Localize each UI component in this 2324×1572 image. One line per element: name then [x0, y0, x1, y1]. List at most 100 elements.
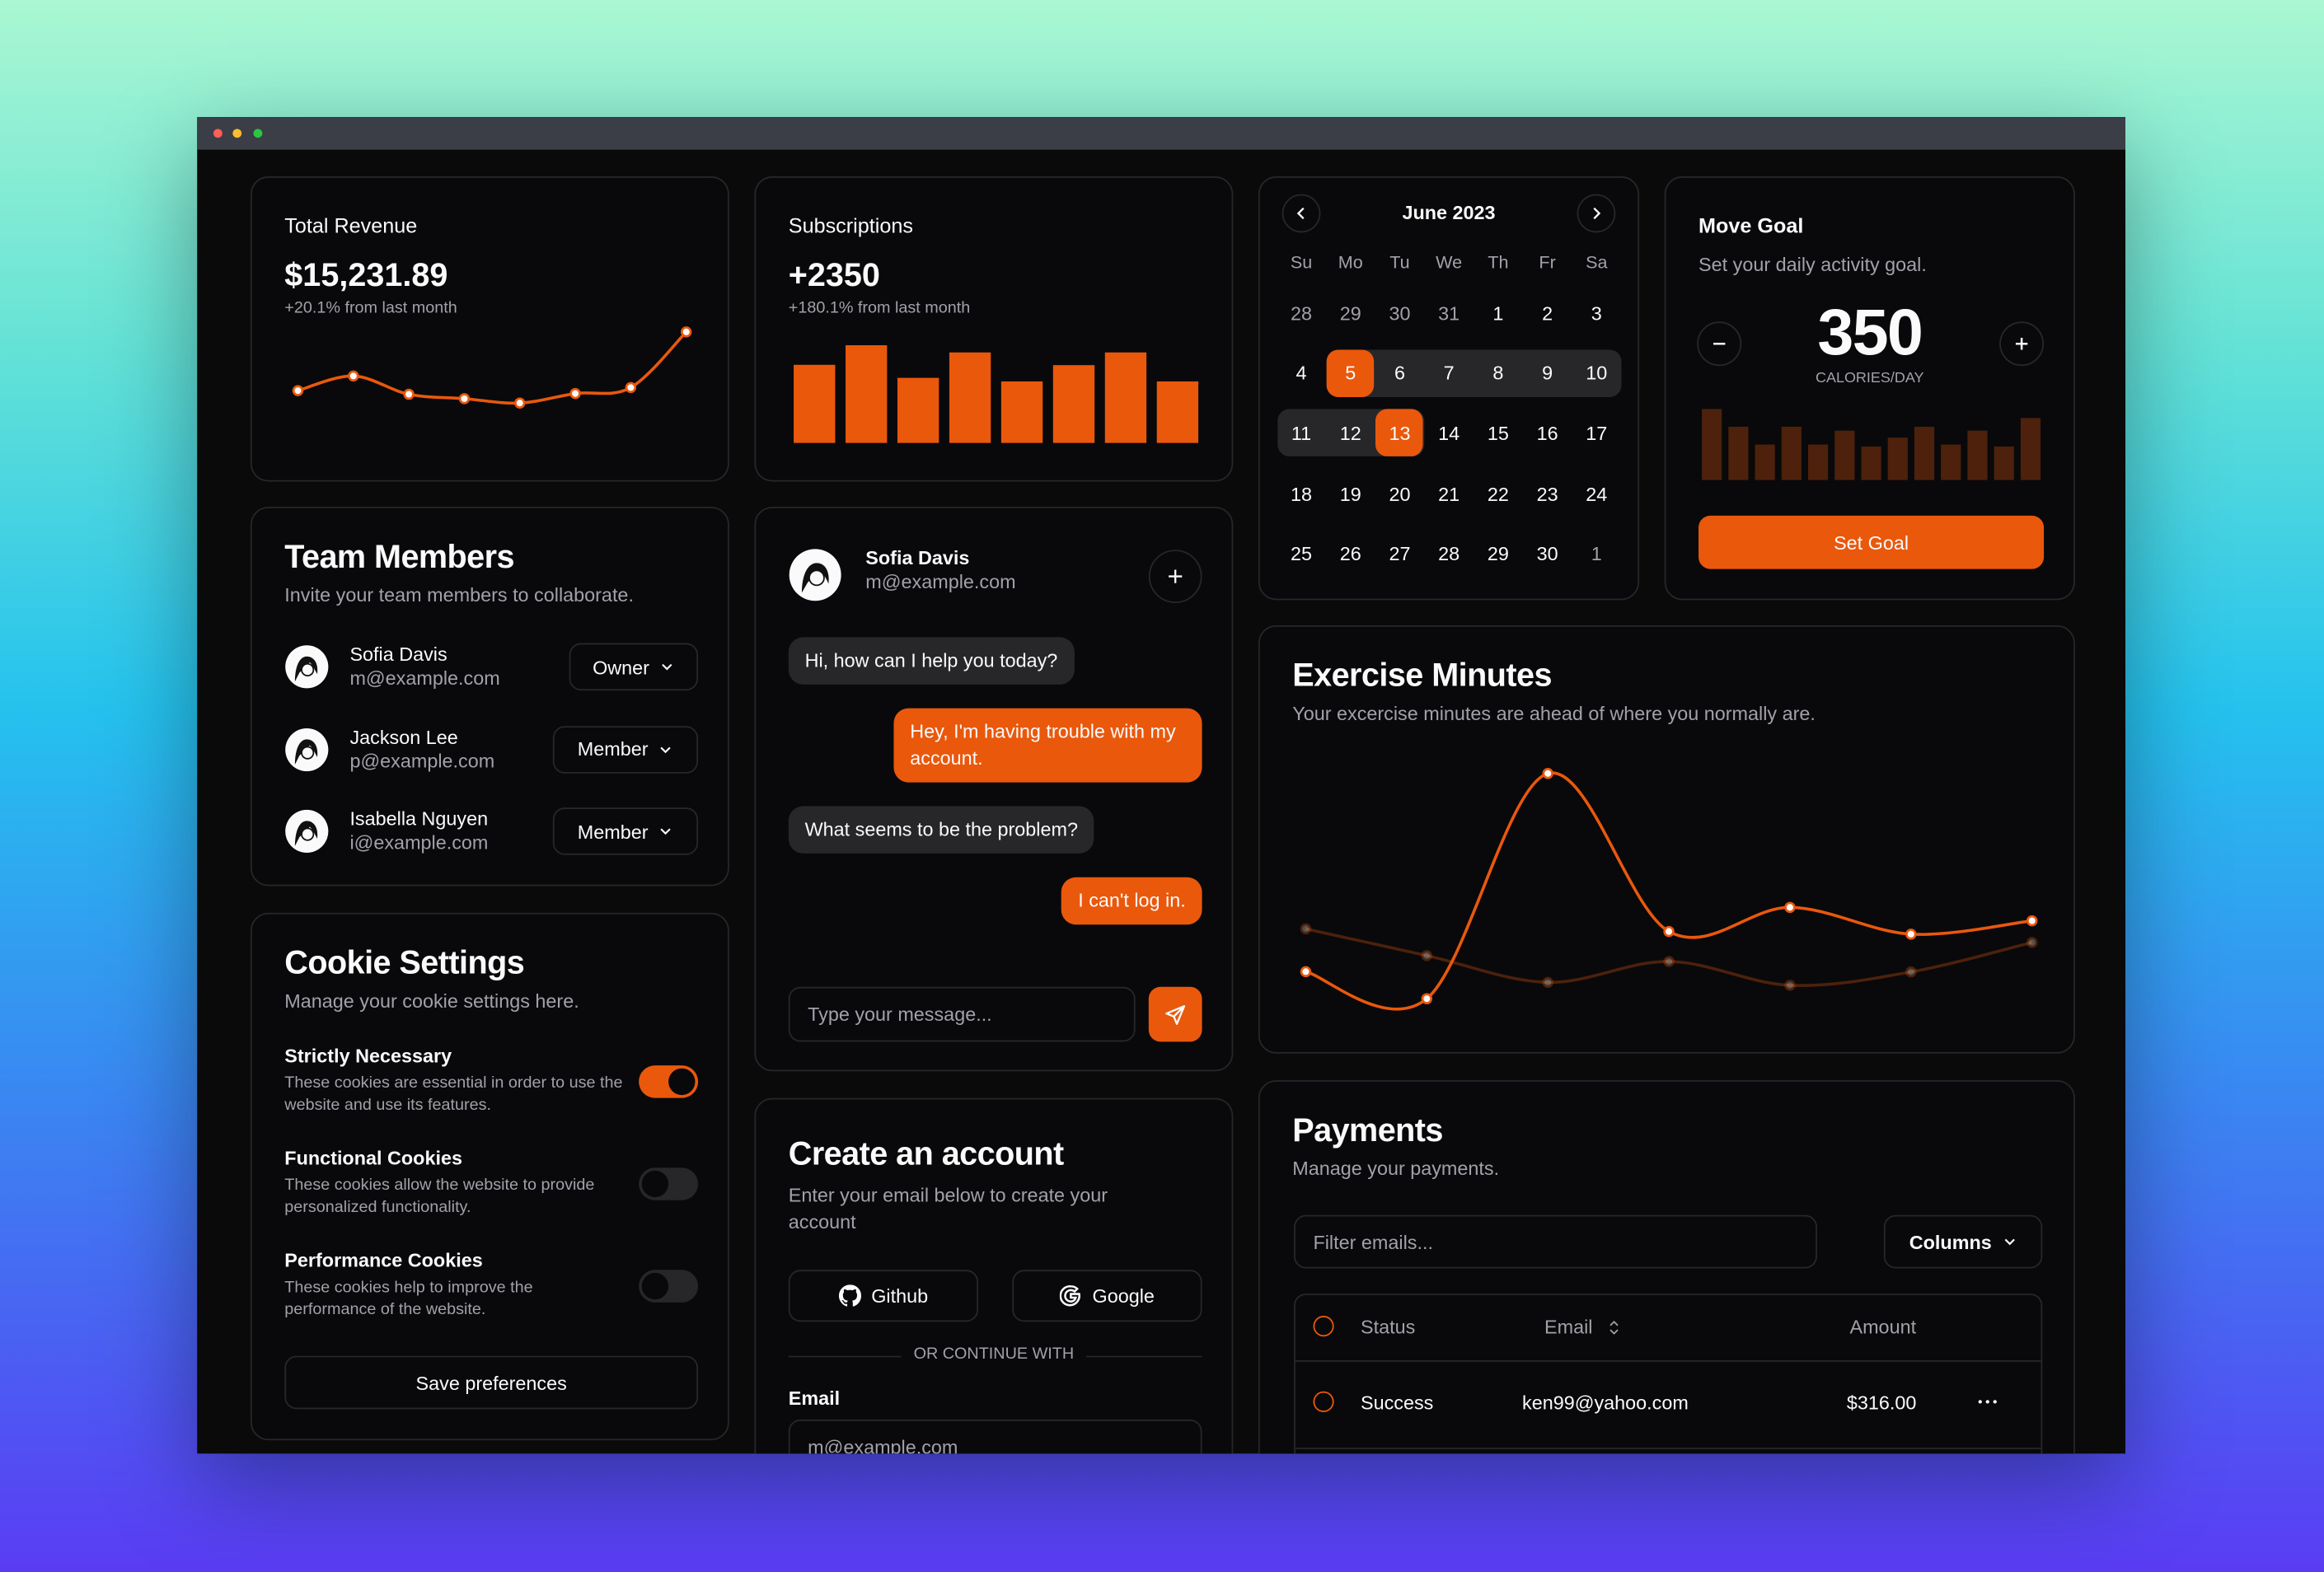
- calendar-day[interactable]: 27: [1389, 542, 1411, 565]
- calendar-day[interactable]: 15: [1487, 422, 1509, 445]
- cookie-toggle[interactable]: [639, 1167, 699, 1200]
- send-button[interactable]: [1148, 986, 1202, 1042]
- calendar-day[interactable]: 6: [1394, 362, 1405, 385]
- calendar-day[interactable]: 28: [1291, 301, 1313, 324]
- calendar-day[interactable]: 16: [1536, 422, 1558, 445]
- google-button[interactable]: Google: [1012, 1270, 1202, 1322]
- calendar-day[interactable]: 21: [1438, 482, 1460, 505]
- browser-window: Total Revenue $15,231.89 +20.1% from las…: [197, 117, 2126, 1454]
- save-preferences-button[interactable]: Save preferences: [284, 1355, 699, 1410]
- calendar-day[interactable]: 30: [1389, 301, 1411, 324]
- calendar-day[interactable]: 1: [1492, 301, 1504, 324]
- revenue-card: Total Revenue $15,231.89 +20.1% from las…: [250, 176, 729, 482]
- columns-button[interactable]: Columns: [1883, 1214, 2043, 1269]
- toggle-thumb: [668, 1068, 696, 1096]
- chat-message: What seems to be the problem?: [788, 806, 1094, 854]
- member-name: Sofia Davis: [349, 643, 447, 666]
- role-select[interactable]: Member: [552, 725, 699, 773]
- point: [514, 397, 526, 409]
- zoom-dot[interactable]: [253, 129, 263, 138]
- point: [625, 381, 637, 394]
- add-button[interactable]: [1148, 550, 1202, 603]
- calendar-day[interactable]: 9: [1542, 362, 1553, 385]
- row-actions[interactable]: [1975, 1396, 1999, 1407]
- bar: [846, 345, 888, 443]
- decrease-button[interactable]: [1697, 321, 1742, 367]
- contact-name: Sofia Davis: [865, 546, 970, 569]
- range-highlight: [1326, 349, 1621, 397]
- calendar-day[interactable]: 18: [1291, 482, 1313, 505]
- calendar-day[interactable]: 5: [1326, 349, 1375, 397]
- calendar-day[interactable]: 3: [1591, 301, 1602, 324]
- calendar-day[interactable]: 20: [1389, 482, 1411, 505]
- bar: [897, 377, 939, 443]
- chat-message: Hey, I'm having trouble with my account.: [893, 708, 1202, 783]
- metric-value: $15,231.89: [284, 256, 448, 294]
- minimize-dot[interactable]: [232, 129, 242, 138]
- calendar-day[interactable]: 12: [1339, 422, 1361, 445]
- bar: [2020, 418, 2041, 480]
- weekday: Th: [1488, 251, 1509, 273]
- next-month[interactable]: [1577, 194, 1616, 233]
- calendar-day[interactable]: 4: [1296, 362, 1307, 385]
- calendar-day[interactable]: 2: [1542, 301, 1553, 324]
- message-input[interactable]: Type your message...: [788, 986, 1136, 1042]
- increase-button[interactable]: [1999, 321, 2045, 367]
- calendar-day[interactable]: 14: [1438, 422, 1460, 445]
- role-label: Member: [577, 737, 649, 760]
- chevron-down: [662, 663, 672, 671]
- role-select[interactable]: Member: [552, 807, 699, 855]
- exercise-card: Exercise Minutes Your excercise minutes …: [1258, 625, 2075, 1054]
- cookie-title: Strictly Necessary: [284, 1044, 452, 1067]
- point: [1542, 976, 1553, 989]
- calendar-day[interactable]: 10: [1586, 362, 1608, 385]
- chevron-down: [660, 746, 672, 753]
- prev-month[interactable]: [1281, 194, 1321, 233]
- bar: [1861, 446, 1881, 480]
- row-checkbox[interactable]: [1313, 1391, 1334, 1412]
- calendar-day[interactable]: 28: [1438, 542, 1460, 565]
- plus-icon: [1169, 569, 1183, 583]
- card-subtitle: Your excercise minutes are ahead of wher…: [1292, 702, 1816, 725]
- calendar-day[interactable]: 26: [1339, 542, 1361, 565]
- calendar-day[interactable]: 24: [1586, 482, 1608, 505]
- calendar-day[interactable]: 13: [1375, 409, 1424, 457]
- account-card: Create an account Enter your email below…: [754, 1097, 1234, 1454]
- email-input[interactable]: m@example.com: [788, 1419, 1202, 1454]
- calendar-day[interactable]: 25: [1291, 542, 1313, 565]
- calendar-day[interactable]: 7: [1443, 362, 1455, 385]
- calendar-day[interactable]: 29: [1487, 542, 1509, 565]
- bar: [1887, 437, 1908, 480]
- set-goal-button[interactable]: Set Goal: [1698, 515, 2045, 569]
- role-select[interactable]: Owner: [569, 643, 699, 691]
- cookie-toggle[interactable]: [639, 1065, 699, 1098]
- filter-input[interactable]: Filter emails...: [1294, 1214, 1817, 1269]
- bar: [1702, 409, 1722, 480]
- point: [1784, 901, 1796, 914]
- calendar-day[interactable]: 22: [1487, 482, 1509, 505]
- cookie-description: These cookies help to improve the perfor…: [284, 1279, 533, 1319]
- google-label: Google: [1092, 1284, 1155, 1308]
- card-title: Exercise Minutes: [1292, 656, 1552, 694]
- point: [2026, 915, 2038, 927]
- cookie-toggle[interactable]: [639, 1270, 699, 1303]
- close-dot[interactable]: [213, 129, 223, 138]
- calendar-day[interactable]: 11: [1291, 422, 1312, 445]
- exercise-chart: [1300, 768, 2038, 1011]
- calendar-day[interactable]: 30: [1536, 542, 1558, 565]
- sort-icon[interactable]: [1607, 1319, 1622, 1337]
- calendar-day[interactable]: 8: [1492, 362, 1504, 385]
- calendar-day[interactable]: 17: [1586, 422, 1608, 445]
- card-subtitle: Enter your email below to create your ac…: [788, 1183, 1108, 1233]
- calendar-day[interactable]: 23: [1536, 482, 1558, 505]
- calendar-day[interactable]: 29: [1339, 301, 1361, 324]
- calendar-month: June 2023: [1402, 201, 1496, 224]
- bar: [1834, 430, 1855, 480]
- select-all-checkbox[interactable]: [1313, 1316, 1334, 1337]
- calendar-day[interactable]: 31: [1438, 301, 1460, 324]
- github-button[interactable]: Github: [788, 1270, 978, 1322]
- calendar-day[interactable]: 19: [1339, 482, 1361, 505]
- divider-text: OR CONTINUE WITH: [902, 1345, 1086, 1364]
- calendar-day[interactable]: 1: [1591, 542, 1602, 565]
- column-header[interactable]: Email: [1544, 1316, 1593, 1339]
